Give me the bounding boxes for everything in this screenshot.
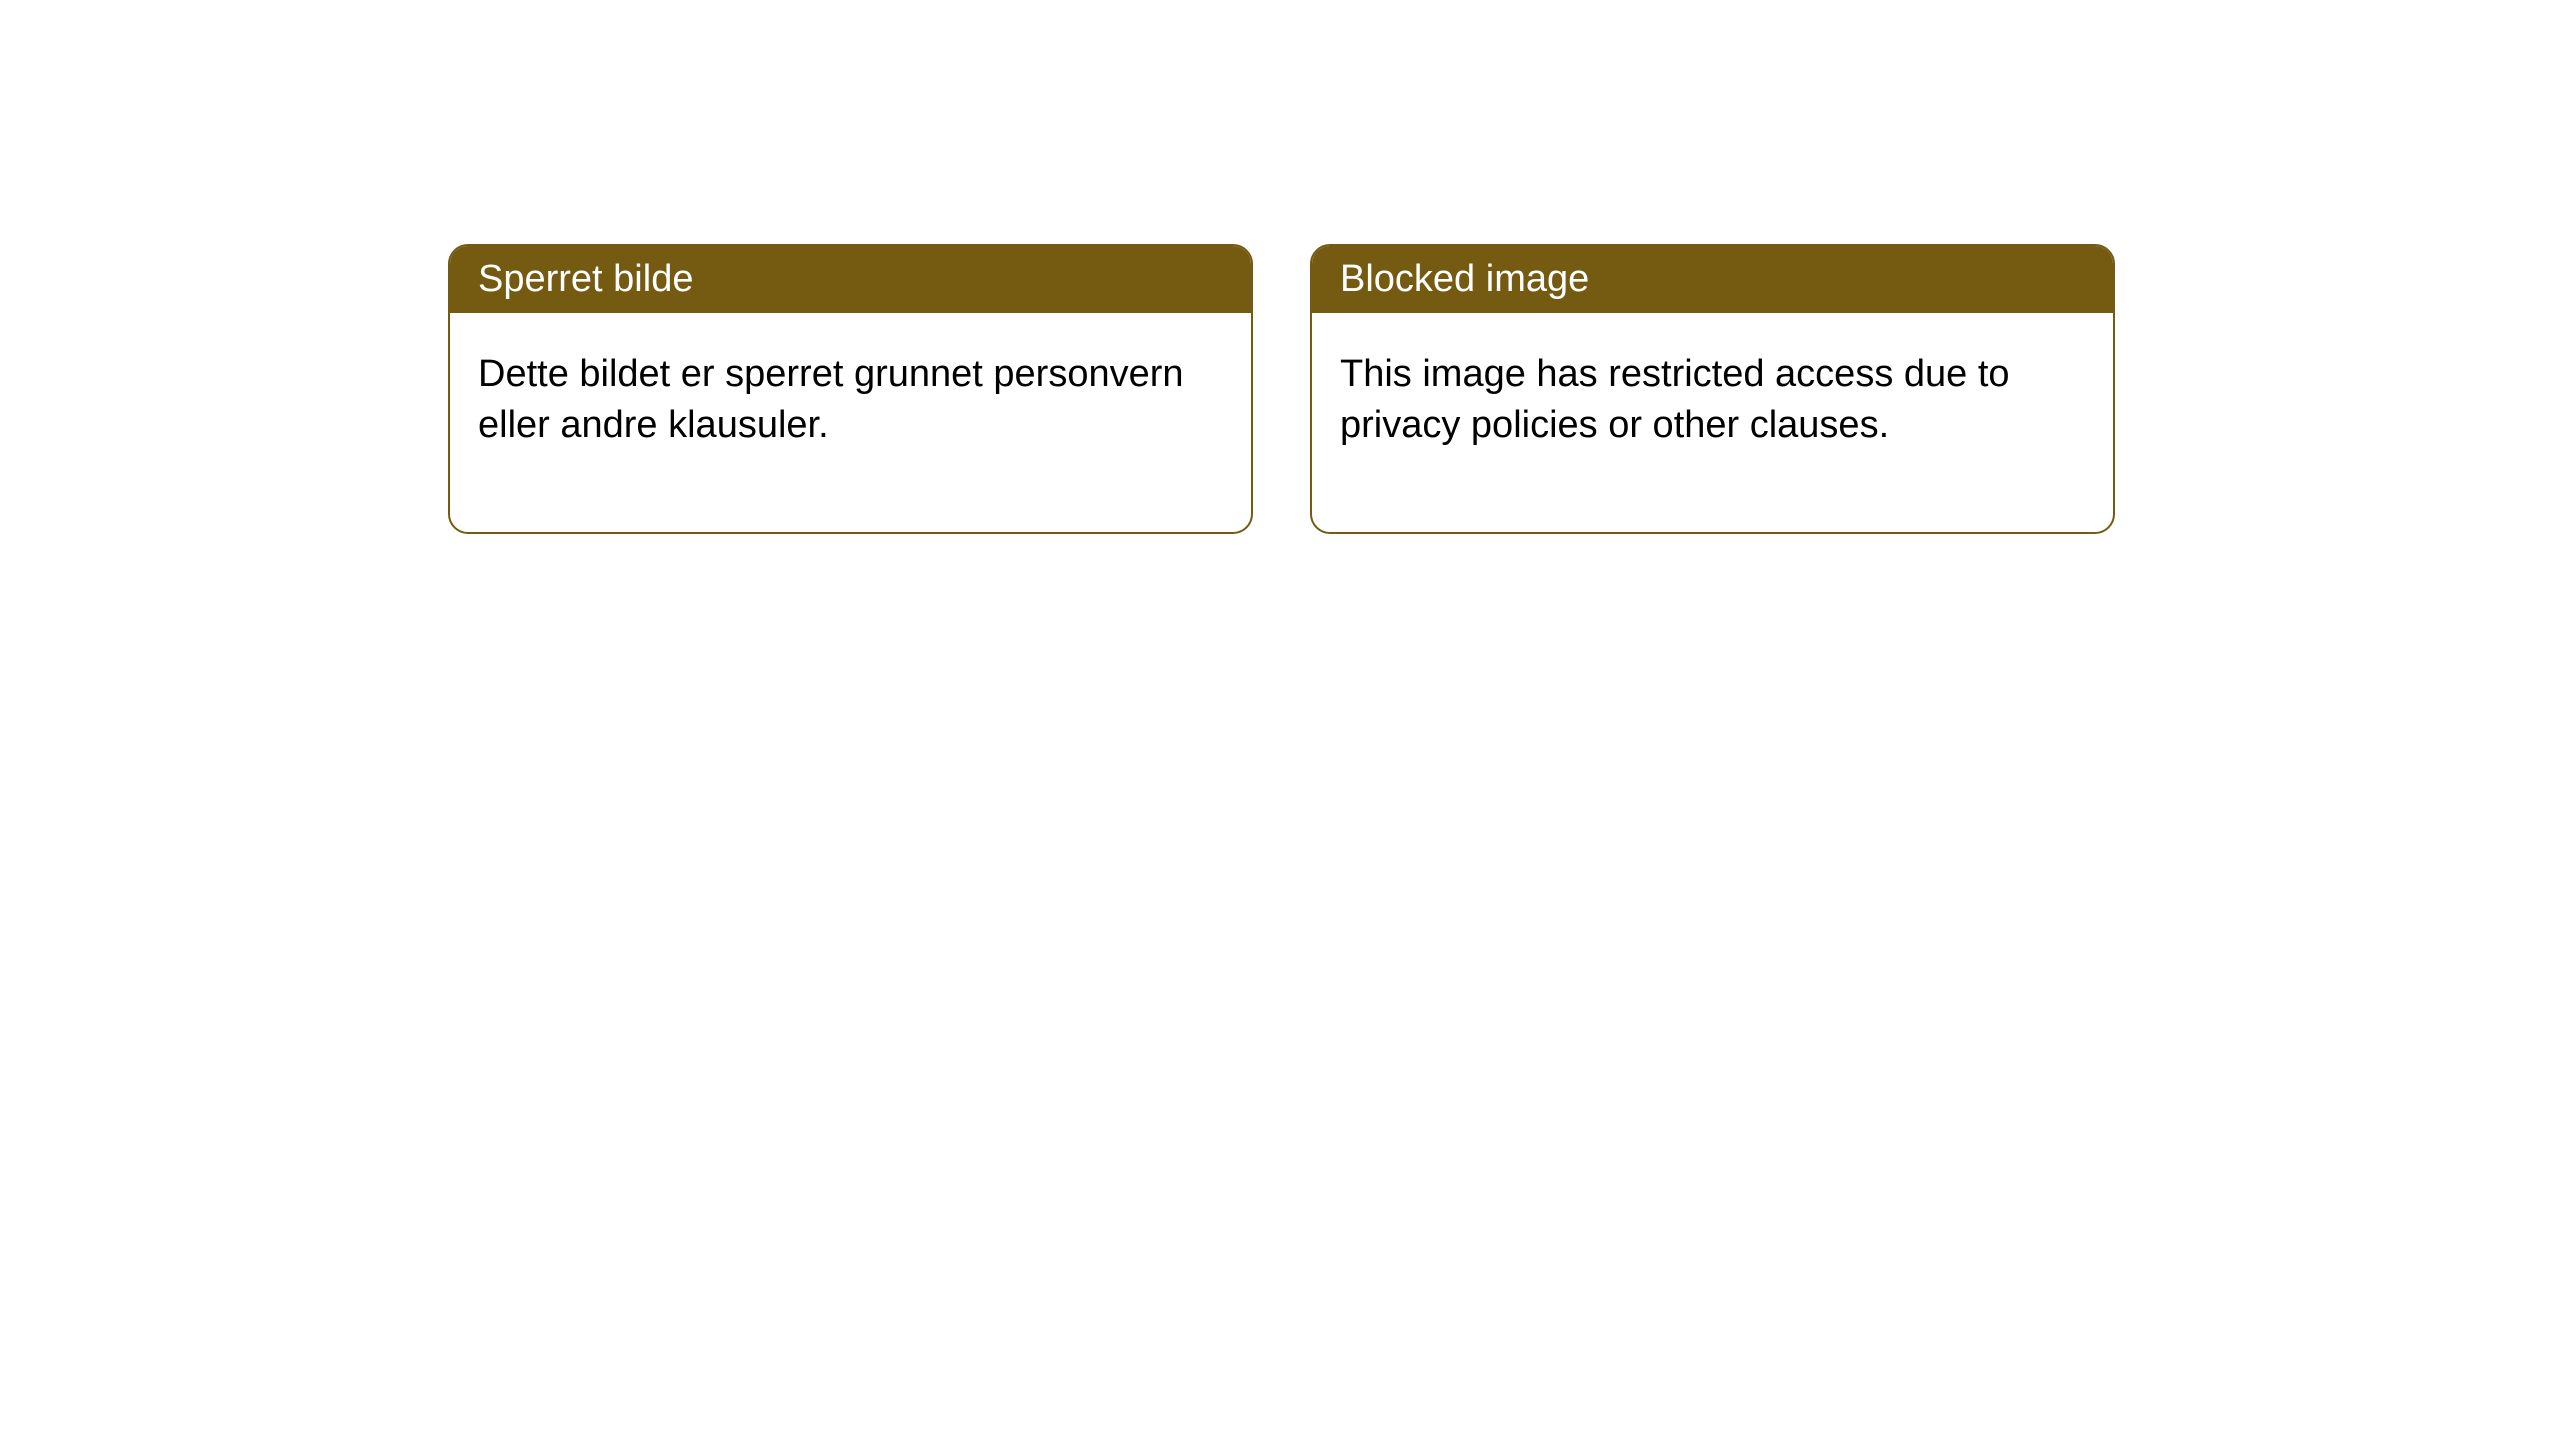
notice-card-body: This image has restricted access due to … xyxy=(1312,313,2113,532)
notice-card-body: Dette bildet er sperret grunnet personve… xyxy=(450,313,1251,532)
notice-card-title: Sperret bilde xyxy=(450,246,1251,313)
notice-card-english: Blocked image This image has restricted … xyxy=(1310,244,2115,534)
notice-card-norwegian: Sperret bilde Dette bildet er sperret gr… xyxy=(448,244,1253,534)
notice-container: Sperret bilde Dette bildet er sperret gr… xyxy=(448,244,2115,534)
notice-card-title: Blocked image xyxy=(1312,246,2113,313)
